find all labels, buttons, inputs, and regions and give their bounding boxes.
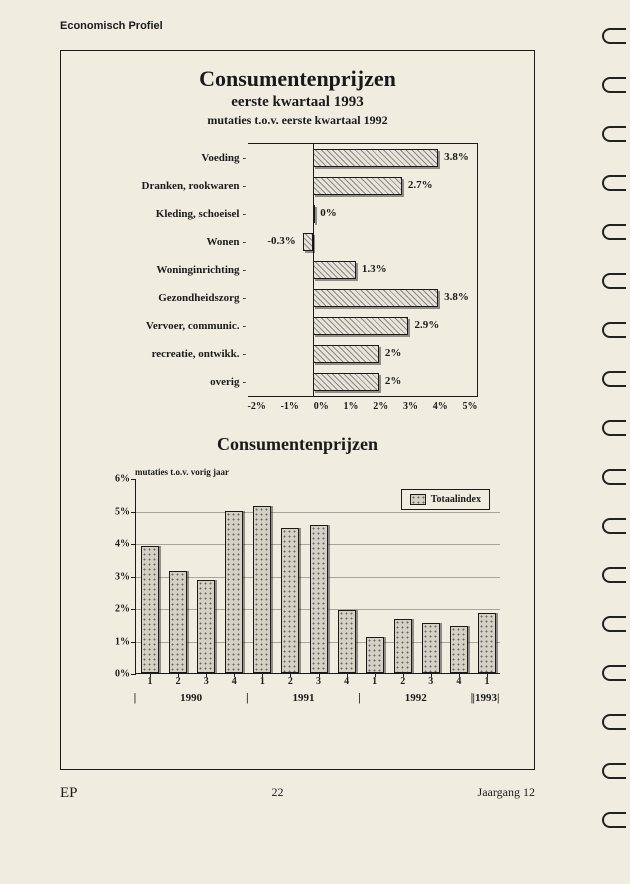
hbar-x-axis: -2%-1%0%1%2%3%4%5% (248, 396, 478, 412)
legend-label: Totaalindex (431, 494, 481, 505)
vbar-bar (338, 610, 356, 673)
vbar-bar (281, 528, 299, 673)
hbar-label: Gezondheidszorg (113, 292, 243, 304)
hbar-label: Voeding (113, 152, 243, 164)
hbar-row: Wonen--0.3% (113, 228, 483, 256)
hbar-value: 2% (385, 375, 402, 387)
chart-subtitle-2: mutaties t.o.v. eerste kwartaal 1992 (61, 113, 534, 128)
hbar-value: 2.9% (415, 319, 440, 331)
hbar-bar (313, 289, 438, 307)
footer-left: EP (60, 785, 78, 802)
hbar-bar (313, 345, 379, 363)
spiral-binding (598, 0, 626, 884)
page-footer: EP 22 Jaargang 12 (60, 785, 535, 802)
vbar-ylabel: 2% (115, 604, 130, 615)
hbar-row: overig-2% (113, 368, 483, 396)
hbar-label: Vervoer, communic. (113, 320, 243, 332)
vertical-bar-chart: mutaties t.o.v. vorig jaar Totaalindex 0… (95, 467, 500, 708)
vbar-bar (478, 613, 496, 673)
legend-swatch (410, 494, 426, 505)
vbar-xlabel: 1 (148, 676, 153, 687)
chart-title: Consumentenprijzen (61, 66, 534, 92)
hbar-row: Vervoer, communic.-2.9% (113, 312, 483, 340)
vbar-xlabel: 4 (344, 676, 349, 687)
vbar-bar (253, 506, 271, 673)
hbar-value: 2.7% (408, 179, 433, 191)
hbar-bar (313, 373, 379, 391)
vbar-xlabel: 3 (428, 676, 433, 687)
vbar-ylabel: 1% (115, 636, 130, 647)
vbar-bar (450, 626, 468, 673)
vbar-bar (225, 511, 243, 674)
year-label: 1990 (180, 692, 202, 704)
vbar-xlabel: 2 (176, 676, 181, 687)
vbar-bar (197, 580, 215, 673)
hbar-value: 0% (320, 207, 337, 219)
vbar-xlabel: 3 (316, 676, 321, 687)
vbar-ylabel: 0% (115, 669, 130, 680)
vbar-subtitle: mutaties t.o.v. vorig jaar (135, 467, 500, 477)
footer-right: Jaargang 12 (478, 785, 535, 802)
hbar-row: Dranken, rookwaren-2.7% (113, 172, 483, 200)
vbar-xlabel: 4 (456, 676, 461, 687)
hbar-bar (313, 149, 438, 167)
year-label: |1993| (473, 692, 500, 704)
vbar-bar (422, 623, 440, 673)
horizontal-bar-chart: Voeding-3.8%Dranken, rookwaren-2.7%Kledi… (113, 143, 483, 412)
hbar-bar (303, 233, 313, 251)
legend: Totaalindex (401, 489, 490, 510)
hbar-value: 3.8% (444, 291, 469, 303)
chart-subtitle-1: eerste kwartaal 1993 (61, 94, 534, 111)
vbar-bar (169, 571, 187, 673)
hbar-row: Kleding, schoeisel-0% (113, 200, 483, 228)
hbar-row: Gezondheidszorg-3.8% (113, 284, 483, 312)
vbar-ylabel: 3% (115, 571, 130, 582)
vbar-xlabel: 1 (484, 676, 489, 687)
vbar-ylabel: 6% (115, 474, 130, 485)
vbar-xlabel: 1 (372, 676, 377, 687)
hbar-label: Kleding, schoeisel (113, 208, 243, 220)
hbar-label: Woninginrichting (113, 264, 243, 276)
vbar-bar (394, 619, 412, 673)
hbar-label: overig (113, 376, 243, 388)
year-label: 1991 (292, 692, 314, 704)
vbar-bar (310, 525, 328, 673)
vbar-xlabel: 2 (288, 676, 293, 687)
hbar-value: 1.3% (362, 263, 387, 275)
hbar-value: 2% (385, 347, 402, 359)
vbar-xlabel: 1 (260, 676, 265, 687)
hbar-bar (313, 261, 356, 279)
hbar-label: Dranken, rookwaren (113, 180, 243, 192)
vbar-xlabel: 2 (400, 676, 405, 687)
hbar-value: -0.3% (267, 235, 295, 247)
chart-frame: Consumentenprijzen eerste kwartaal 1993 … (60, 50, 535, 770)
vbar-xlabel: 4 (232, 676, 237, 687)
hbar-label: recreatie, ontwikk. (113, 348, 243, 360)
vbar-ylabel: 5% (115, 506, 130, 517)
vbar-bar (141, 546, 159, 673)
vbar-section-title: Consumentenprijzen (61, 434, 534, 455)
hbar-value: 3.8% (444, 151, 469, 163)
footer-center: 22 (272, 785, 284, 802)
hbar-bar (313, 205, 315, 223)
vbar-ylabel: 4% (115, 539, 130, 550)
year-axis: 199019911992|1993||||| (135, 692, 500, 708)
vbar-xlabel: 3 (204, 676, 209, 687)
hbar-row: Voeding-3.8% (113, 144, 483, 172)
hbar-bar (313, 317, 408, 335)
hbar-bar (313, 177, 402, 195)
hbar-label: Wonen (113, 236, 243, 248)
page-header: Economisch Profiel (60, 20, 590, 32)
year-label: 1992 (405, 692, 427, 704)
vbar-bar (366, 637, 384, 673)
hbar-row: recreatie, ontwikk.-2% (113, 340, 483, 368)
hbar-row: Woninginrichting-1.3% (113, 256, 483, 284)
title-block: Consumentenprijzen eerste kwartaal 1993 … (61, 66, 534, 128)
